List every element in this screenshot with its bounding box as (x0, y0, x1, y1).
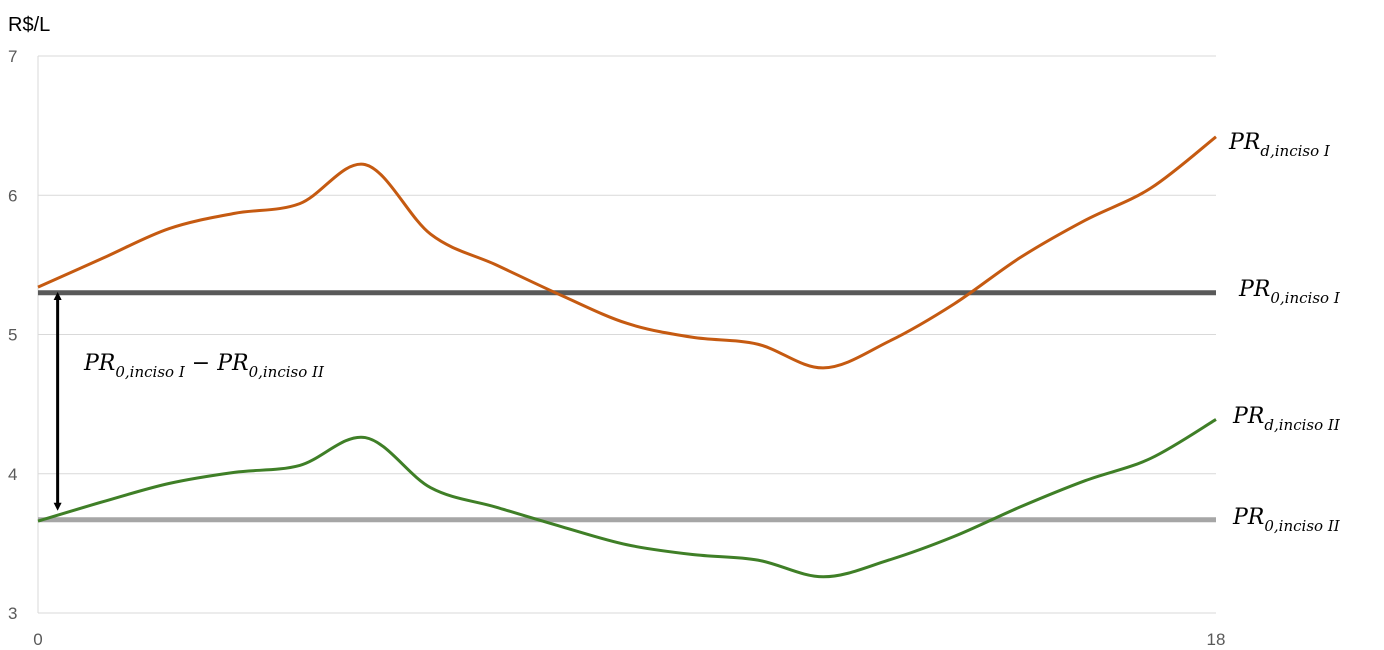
difference-label: PR0,inciso I − PR0,inciso II (83, 351, 325, 381)
series-label-pr-d-inciso-II: PRd,inciso II (1232, 404, 1341, 434)
y-axis-label: R$/L (8, 14, 50, 36)
series-labels: PRd,inciso I PRd,inciso II PR0,inciso I PR0… (1228, 130, 1341, 535)
annotation: PR0,inciso I − PR0,inciso II (53, 291, 325, 511)
y-tick-label: 4 (8, 465, 17, 484)
series-label-pr-0-inciso-I: PR0,inciso I (1238, 277, 1341, 307)
series-line-pr-d-inciso-I (37, 135, 1217, 370)
x-tick-label: 0 (33, 630, 42, 649)
y-tick-label: 7 (8, 47, 17, 66)
series-line-pr-d-inciso-II (37, 418, 1217, 579)
gridlines (38, 55, 1216, 475)
y-tick-label: 3 (8, 604, 17, 623)
y-tick-label: 5 (8, 326, 17, 345)
series-label-pr-d-inciso-I: PRd,inciso I (1228, 130, 1331, 160)
axes: 3 4 5 6 7 0 18 R$/L (8, 14, 1225, 649)
series (37, 135, 1217, 579)
series-label-pr-0-inciso-II: PR0,inciso II (1232, 505, 1341, 535)
x-tick-label: 18 (1207, 630, 1226, 649)
y-tick-label: 6 (8, 186, 17, 205)
